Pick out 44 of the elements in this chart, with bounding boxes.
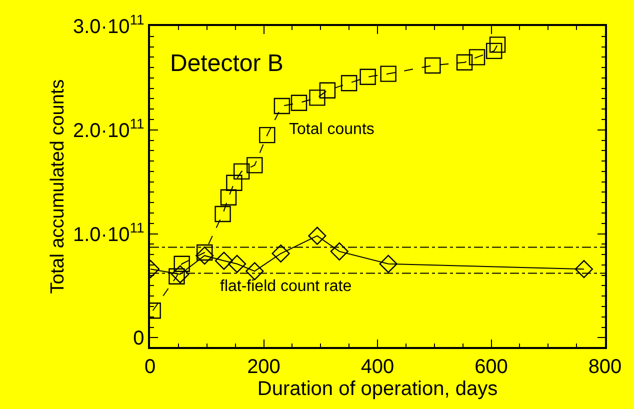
point [220, 189, 237, 206]
point [246, 157, 263, 174]
point [360, 68, 376, 85]
point [489, 36, 506, 53]
point [380, 66, 396, 82]
point [456, 54, 473, 70]
point [319, 82, 336, 99]
point [574, 260, 594, 278]
point [468, 49, 486, 66]
y-tick-label: 2.0·10$^{11}$ [72, 115, 144, 142]
point [196, 246, 214, 265]
point [233, 163, 250, 180]
series-label: flat-field count rate [220, 278, 352, 295]
point [309, 90, 326, 106]
x-axis-title: Duration of operation, days [257, 378, 498, 400]
y-tick-label: 3.0·10$^{11}$ [72, 12, 144, 38]
y-tick-label: 0 [133, 328, 144, 350]
point [330, 242, 348, 260]
annotation: Detector B [170, 50, 284, 77]
point [308, 226, 326, 245]
y-axis-title: Total accumulated counts [47, 79, 68, 294]
point [214, 252, 233, 270]
point [290, 94, 308, 111]
point [171, 265, 190, 284]
x-tick-label: 600 [474, 356, 508, 378]
point [228, 254, 246, 273]
point [226, 174, 242, 191]
point [259, 126, 276, 144]
point [246, 262, 264, 280]
point [214, 206, 231, 222]
point [174, 256, 190, 272]
x-tick-label: 200 [247, 356, 280, 378]
point [272, 244, 290, 263]
point [168, 268, 185, 284]
point [486, 42, 502, 60]
series-label: Total counts [289, 121, 374, 138]
point [196, 244, 213, 261]
point [379, 254, 398, 273]
x-tick-label: 800 [588, 356, 622, 378]
x-tick-label: 400 [360, 356, 394, 378]
point [274, 98, 290, 114]
point [424, 57, 441, 74]
point [340, 75, 358, 92]
y-tick-label: 1.0·10$^{11}$ [72, 219, 144, 246]
